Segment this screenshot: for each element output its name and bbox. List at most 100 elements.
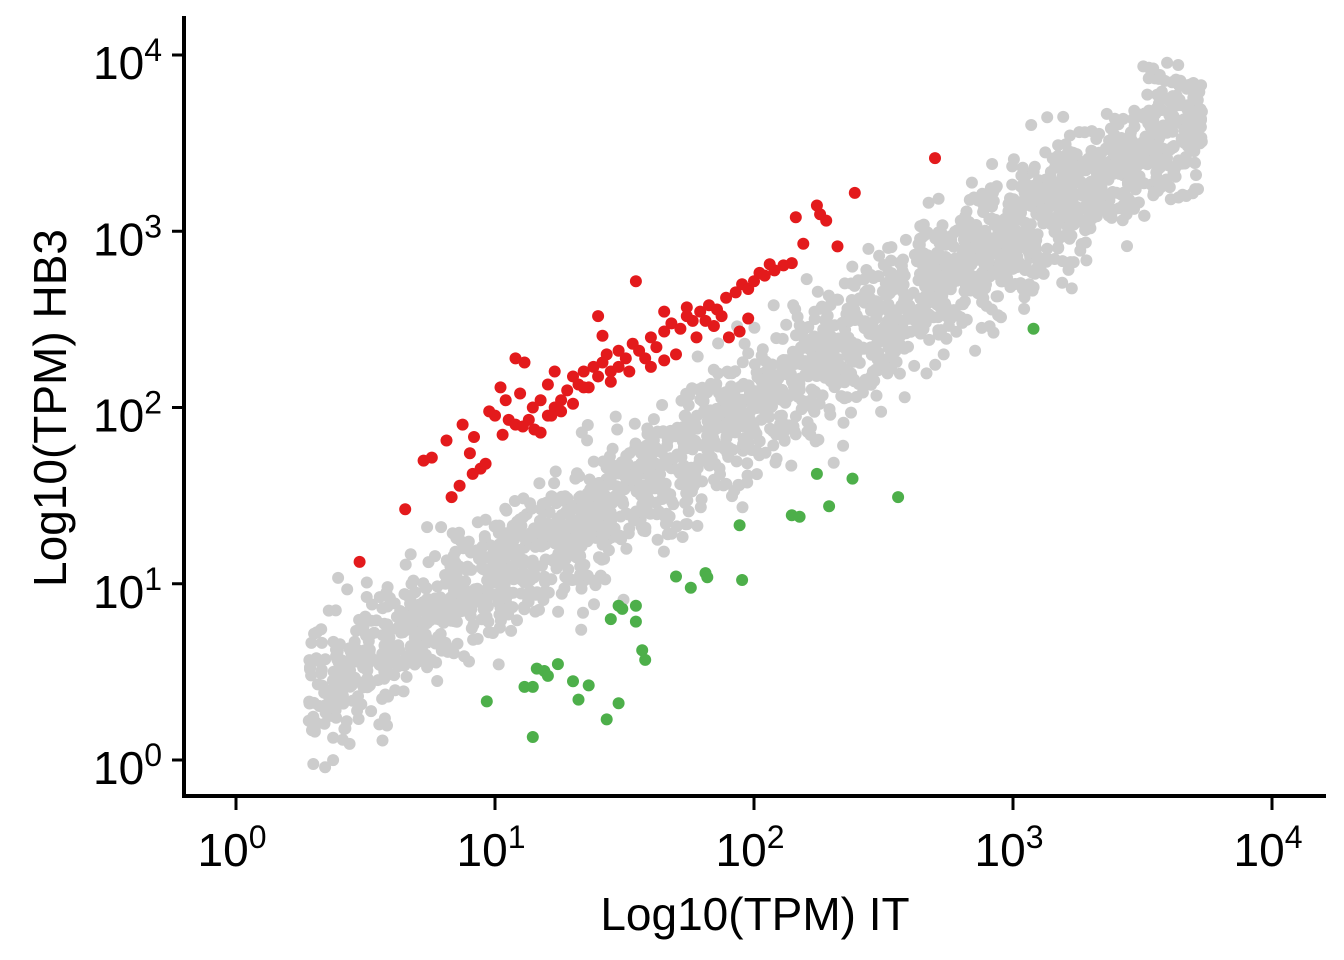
gene-point xyxy=(903,312,916,325)
gene-point xyxy=(1080,254,1093,267)
gene-point xyxy=(1034,210,1047,223)
gene-point xyxy=(707,363,720,376)
gene-point xyxy=(362,635,375,648)
gene-point xyxy=(701,444,714,456)
gene-point xyxy=(1007,153,1020,166)
gene-point xyxy=(941,280,954,293)
gene-point xyxy=(837,416,850,429)
gene-point xyxy=(883,312,896,325)
gene-point xyxy=(726,490,738,503)
highlighted-gene-point xyxy=(592,310,605,323)
highlighted-gene-point xyxy=(399,503,412,516)
gene-point xyxy=(893,367,906,380)
gene-point xyxy=(876,323,889,336)
gene-point xyxy=(922,196,935,209)
gene-point xyxy=(1178,157,1191,170)
gene-point xyxy=(714,468,726,481)
gene-point xyxy=(917,218,930,231)
gene-point xyxy=(399,558,412,571)
gene-point xyxy=(885,303,898,316)
gene-point xyxy=(734,396,747,409)
gene-point xyxy=(463,655,475,668)
gene-point xyxy=(554,536,567,549)
gene-point xyxy=(400,670,413,683)
highlighted-gene-point xyxy=(623,365,636,378)
gene-point xyxy=(1065,213,1078,226)
gene-point xyxy=(1166,141,1179,154)
gene-point xyxy=(743,406,756,419)
gene-point xyxy=(343,659,356,672)
gene-point xyxy=(1065,282,1078,295)
gene-point xyxy=(1015,169,1028,182)
highlighted-gene-point xyxy=(596,329,609,342)
gene-point xyxy=(397,685,410,698)
gene-point xyxy=(852,313,865,325)
gene-point xyxy=(1046,152,1059,165)
gene-point xyxy=(1195,105,1208,118)
highlighted-gene-point xyxy=(658,325,671,338)
gene-point xyxy=(302,714,315,727)
gene-point xyxy=(992,309,1005,322)
gene-point xyxy=(1049,161,1061,174)
gene-point xyxy=(478,530,491,543)
gene-point xyxy=(820,314,833,327)
gene-point xyxy=(315,667,328,680)
gene-point xyxy=(674,478,687,491)
gene-point xyxy=(929,358,942,371)
gene-point xyxy=(482,615,495,628)
highlighted-gene-point xyxy=(758,269,771,282)
gene-point xyxy=(813,397,826,410)
gene-point xyxy=(575,623,588,636)
gene-point xyxy=(1128,175,1140,187)
gene-point xyxy=(444,560,457,573)
gene-point xyxy=(960,313,973,326)
highlighted-gene-point xyxy=(545,409,558,422)
highlighted-gene-point xyxy=(494,381,507,394)
gene-point xyxy=(505,624,518,637)
gene-point xyxy=(467,618,480,631)
x-tick-label: 104 xyxy=(1234,819,1303,876)
gene-point xyxy=(1188,156,1201,169)
gene-point xyxy=(429,637,442,650)
gene-point xyxy=(816,300,828,313)
gene-point xyxy=(845,406,857,419)
y-tick-label: 100 xyxy=(93,737,162,794)
highlighted-gene-point xyxy=(541,669,554,682)
gene-point xyxy=(657,545,670,558)
highlighted-gene-point xyxy=(466,467,479,480)
highlighted-gene-point xyxy=(555,405,568,418)
gene-point xyxy=(411,628,424,641)
gene-point xyxy=(528,571,541,584)
gene-point xyxy=(315,636,328,649)
gene-point xyxy=(770,452,783,465)
highlighted-gene-point xyxy=(742,312,755,325)
highlighted-gene-point xyxy=(353,555,366,568)
gene-point xyxy=(565,534,578,547)
highlighted-gene-point xyxy=(636,644,649,657)
gene-point xyxy=(902,340,914,353)
gene-point xyxy=(785,459,798,472)
highlighted-gene-point xyxy=(720,291,733,304)
gene-point xyxy=(958,251,971,264)
gene-point xyxy=(862,321,875,334)
gene-point xyxy=(837,363,850,376)
gene-point xyxy=(827,456,840,469)
gene-point xyxy=(801,416,814,429)
gene-point xyxy=(970,224,983,237)
gene-point xyxy=(1058,230,1071,243)
gene-point xyxy=(575,426,588,439)
gene-point xyxy=(806,367,818,380)
gene-point xyxy=(1018,302,1031,315)
gene-point xyxy=(506,519,519,532)
gene-point xyxy=(967,191,980,204)
gene-point xyxy=(595,553,608,566)
gene-point xyxy=(1193,132,1206,145)
highlighted-gene-point xyxy=(612,360,625,373)
gene-point xyxy=(421,661,434,674)
gene-point xyxy=(691,519,704,532)
gene-point xyxy=(536,589,549,602)
highlighted-gene-point xyxy=(577,365,590,378)
gene-point xyxy=(837,439,850,452)
gene-point xyxy=(898,391,911,404)
gene-point xyxy=(1170,73,1182,86)
